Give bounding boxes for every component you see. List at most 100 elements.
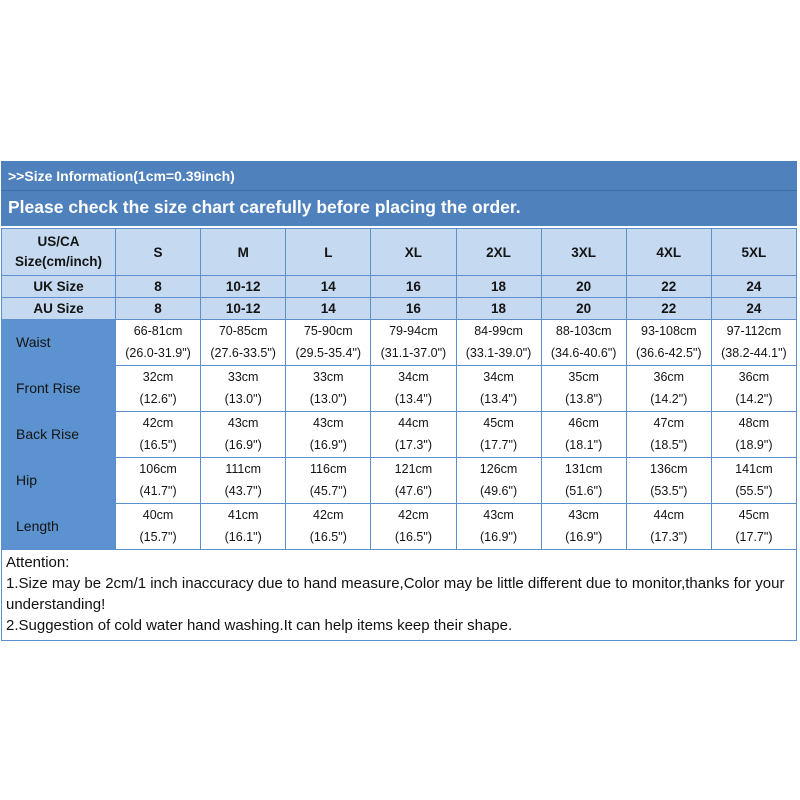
measurement-row: Length 40cm (15.7") 41cm (16.1") 42cm (16.5") 4…: [1, 503, 798, 550]
measurement-cell: 126cm (49.6"): [455, 457, 542, 504]
measurement-cell: 48cm (18.9"): [710, 411, 798, 458]
measurement-inch: (16.5"): [394, 529, 432, 544]
size-value-cell: 22: [625, 297, 712, 320]
size-value-cell: 14: [285, 297, 372, 320]
size-chart-table: US/CA Size(cm/inch) S M L XL 2XL 3XL 4XL 5XL UK …: [1, 228, 798, 550]
measurement-inch: (55.5"): [735, 483, 773, 498]
measurement-cell: 42cm (16.5"): [114, 411, 202, 458]
measurement-cell: 32cm (12.6"): [114, 365, 202, 412]
row-label: UK Size: [1, 275, 116, 298]
measurement-inch: (18.1"): [565, 437, 603, 452]
size-column-header: 5XL: [710, 228, 798, 276]
measurement-inch: (15.7"): [139, 529, 177, 544]
measurement-cm: 141cm: [735, 462, 773, 477]
measurement-inch: (17.7"): [480, 437, 518, 452]
measurement-inch: (13.4"): [394, 391, 432, 406]
measurement-row: Waist 66-81cm (26.0-31.9") 70-85cm (27.6-33.…: [1, 319, 798, 366]
measurement-cm: 44cm: [398, 416, 429, 431]
measurement-cell: 111cm (43.7"): [200, 457, 287, 504]
measurement-cell: 141cm (55.5"): [710, 457, 798, 504]
measurement-cm: 46cm: [568, 416, 599, 431]
measurement-inch: (43.7"): [224, 483, 262, 498]
size-value-cell: 10-12: [200, 275, 287, 298]
size-column-header: XL: [370, 228, 457, 276]
measurement-inch: (18.5"): [650, 437, 688, 452]
size-value-cell: 8: [114, 297, 202, 320]
size-chart-content: >>Size Information(1cm=0.39inch) Please …: [1, 161, 798, 641]
measurement-inch: (16.1"): [224, 529, 262, 544]
measurement-inch: (36.6-42.5"): [636, 345, 702, 360]
size-column-header: 4XL: [625, 228, 712, 276]
size-value-cell: 16: [370, 297, 457, 320]
measurement-cm: 44cm: [653, 508, 685, 523]
measurement-cell: 40cm (15.7"): [114, 503, 202, 550]
measurement-cell: 44cm (17.3"): [370, 411, 457, 458]
size-chart-warning: Please check the size chart carefully be…: [8, 197, 521, 217]
measurement-cm: 47cm: [653, 416, 685, 431]
measurement-cell: 75-90cm (29.5-35.4"): [285, 319, 372, 366]
size-value-cell: 16: [370, 275, 457, 298]
size-value-cell: 24: [710, 275, 798, 298]
measurement-cell: 43cm (16.9"): [285, 411, 372, 458]
measurement-cell: 36cm (14.2"): [625, 365, 712, 412]
measurement-cell: 88-103cm (34.6-40.6"): [540, 319, 627, 366]
measurement-inch: (16.9"): [224, 437, 262, 452]
size-value-cell: 8: [114, 275, 202, 298]
measurement-cm: 43cm: [227, 416, 259, 431]
measurement-cell: 116cm (45.7"): [285, 457, 372, 504]
row-label: Back Rise: [1, 411, 116, 458]
measurement-inch: (16.9"): [309, 437, 347, 452]
measurement-inch: (13.8"): [565, 391, 603, 406]
measurement-inch: (18.9"): [735, 437, 773, 452]
measurement-cell: 47cm (18.5"): [625, 411, 712, 458]
size-value-cell: 24: [710, 297, 798, 320]
measurement-cell: 35cm (13.8"): [540, 365, 627, 412]
size-column-header: 2XL: [455, 228, 542, 276]
measurement-inch: (31.1-37.0"): [380, 345, 447, 360]
measurement-cell: 136cm (53.5"): [625, 457, 712, 504]
measurement-cell: 97-112cm (38.2-44.1"): [710, 319, 798, 366]
attention-title: Attention:: [6, 554, 70, 571]
measurement-inch: (29.5-35.4"): [295, 345, 362, 360]
measurement-cm: 42cm: [313, 508, 344, 523]
table-header-row: US/CA Size(cm/inch) S M L XL 2XL 3XL 4XL 5XL: [1, 228, 798, 276]
size-value-cell: 22: [625, 275, 712, 298]
size-column-header: L: [285, 228, 372, 276]
measurement-cm: 136cm: [650, 462, 688, 477]
measurement-cm: 75-90cm: [303, 324, 353, 339]
size-value-cell: 20: [540, 275, 627, 298]
measurement-cm: 36cm: [738, 370, 770, 385]
measurement-cm: 121cm: [394, 462, 433, 477]
measurement-inch: (47.6"): [394, 483, 432, 498]
measurement-cell: 41cm (16.1"): [200, 503, 287, 550]
size-column-header: 3XL: [540, 228, 627, 276]
measurement-inch: (14.2"): [735, 391, 773, 406]
measurement-cm: 43cm: [313, 416, 344, 431]
measurement-cm: 42cm: [142, 416, 174, 431]
size-conversion-row: UK Size 8 10-12 14 16 18 20 22 24: [1, 275, 798, 298]
corner-header: US/CA Size(cm/inch): [1, 228, 116, 276]
measurement-inch: (13.4"): [480, 391, 518, 406]
measurement-cm: 43cm: [483, 508, 514, 523]
measurement-cell: 33cm (13.0"): [200, 365, 287, 412]
measurement-cm: 84-99cm: [474, 324, 523, 339]
measurement-inch: (16.5"): [309, 529, 347, 544]
measurement-cell: 79-94cm (31.1-37.0"): [370, 319, 457, 366]
measurement-cm: 126cm: [479, 462, 518, 477]
measurement-cell: 36cm (14.2"): [710, 365, 798, 412]
measurement-cell: 131cm (51.6"): [540, 457, 627, 504]
measurement-cell: 45cm (17.7"): [710, 503, 798, 550]
size-info-banner: >>Size Information(1cm=0.39inch) Please …: [1, 161, 797, 226]
measurement-cm: 35cm: [568, 370, 599, 385]
measurement-cm: 43cm: [568, 508, 599, 523]
size-value-cell: 18: [455, 297, 542, 320]
measurement-cell: 121cm (47.6"): [370, 457, 457, 504]
measurement-cm: 33cm: [227, 370, 259, 385]
measurement-cm: 32cm: [142, 370, 174, 385]
measurement-cm: 33cm: [313, 370, 344, 385]
attention-note: Attention: 1.Size may be 2cm/1 inch inac…: [1, 550, 797, 641]
measurement-cm: 111cm: [225, 462, 262, 477]
size-value-cell: 18: [455, 275, 542, 298]
measurement-inch: (51.6"): [565, 483, 603, 498]
